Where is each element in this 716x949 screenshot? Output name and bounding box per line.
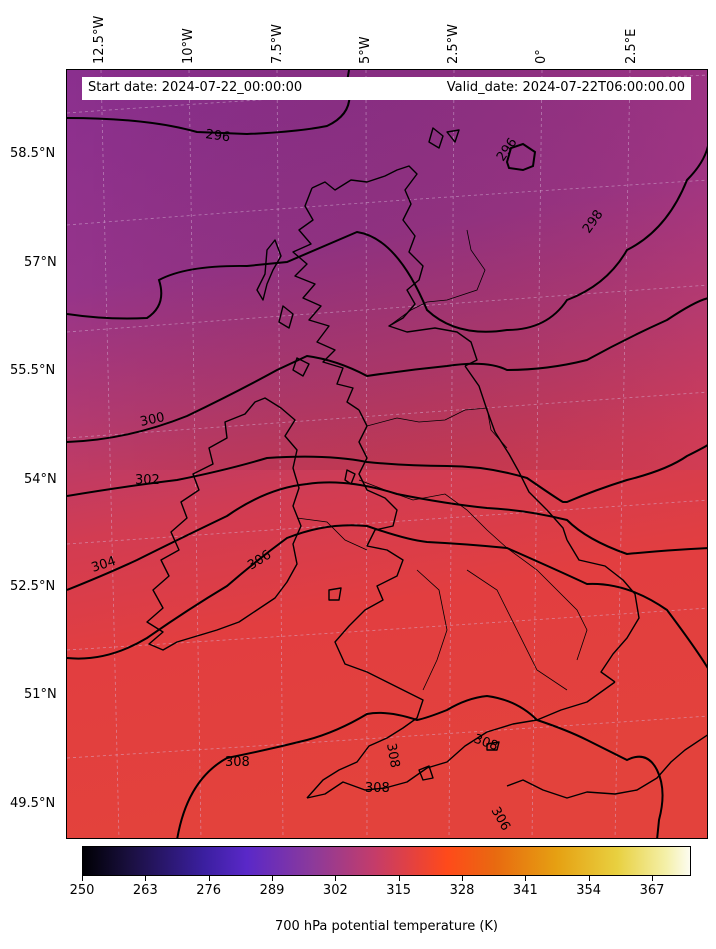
longitude-label: 2.5°E [624, 28, 639, 64]
latitude-label: 49.5°N [10, 796, 56, 811]
latitude-label: 58.5°N [10, 146, 56, 161]
borders [296, 229, 588, 691]
longitude-label: 0° [534, 49, 549, 64]
colorbar-tick [335, 876, 337, 881]
colorbar-tick-label: 367 [639, 883, 665, 898]
latitude-label: 54°N [24, 472, 57, 487]
colorbar-tick [208, 876, 210, 881]
contour-304 [67, 481, 707, 591]
map-canvas: 296 296 298 300 302 304 306 308 308 308 … [67, 70, 707, 838]
colorbar-tick [145, 876, 147, 881]
colorbar-tick-label: 276 [196, 883, 222, 898]
longitude-label: 2.5°W [446, 23, 461, 64]
contour-label: 302 [135, 473, 160, 488]
start-date-label: Start date: 2024-07-22_00:00:00 [88, 80, 303, 95]
contour-label: 308 [225, 755, 250, 770]
contours [67, 70, 707, 838]
contour-label: 296 [204, 127, 231, 145]
latitude-label: 55.5°N [10, 363, 56, 378]
contour-306 [67, 524, 707, 669]
contour-300 [67, 297, 707, 443]
latitude-label: 57°N [24, 255, 57, 270]
colorbar-tick-label: 354 [576, 883, 602, 898]
colorbar-tick [652, 876, 654, 881]
colorbar-tick-label: 289 [259, 883, 285, 898]
colorbar-tick-label: 328 [449, 883, 475, 898]
colorbar-tick [462, 876, 464, 881]
colorbar-tick-label: 250 [69, 883, 95, 898]
contour-296-ne [505, 142, 537, 172]
temperature-field-east-tint [67, 70, 707, 470]
coastlines [146, 127, 707, 799]
map-panel[interactable]: 296 296 298 300 302 304 306 308 308 308 … [66, 69, 708, 839]
contour-296 [67, 70, 351, 136]
colorbar-tick [398, 876, 400, 881]
contour-302 [67, 444, 707, 503]
graticule [67, 70, 707, 838]
colorbar-tick-label: 315 [386, 883, 412, 898]
longitude-label: 12.5°W [92, 15, 107, 64]
colorbar-tick-label: 341 [512, 883, 538, 898]
longitude-label: 7.5°W [270, 23, 285, 64]
colorbar-tick [272, 876, 273, 881]
contour-label: 304 [90, 554, 118, 576]
colorbar [82, 846, 691, 876]
latitude-label: 52.5°N [10, 579, 56, 594]
colorbar-tick [82, 876, 83, 881]
contour-label: 308 [383, 742, 402, 769]
colorbar-tick-label: 263 [132, 883, 158, 898]
contour-298 [67, 145, 707, 333]
valid-date-label: Valid_date: 2024-07-22T06:00:00.00 [446, 80, 685, 95]
date-info-box: Start date: 2024-07-22_00:00:00 Valid_da… [82, 77, 691, 100]
longitude-label: 5°W [358, 36, 373, 64]
longitude-label: 10°W [181, 28, 196, 64]
contour-label: 300 [139, 410, 166, 430]
colorbar-tick-label: 302 [322, 883, 348, 898]
contour-308 [176, 694, 664, 838]
colorbar-tick [525, 876, 527, 881]
colorbar-title: 700 hPa potential temperature (K) [274, 919, 498, 934]
contour-label: 308 [365, 781, 390, 796]
colorbar-tick [588, 876, 590, 881]
latitude-label: 51°N [24, 687, 57, 702]
